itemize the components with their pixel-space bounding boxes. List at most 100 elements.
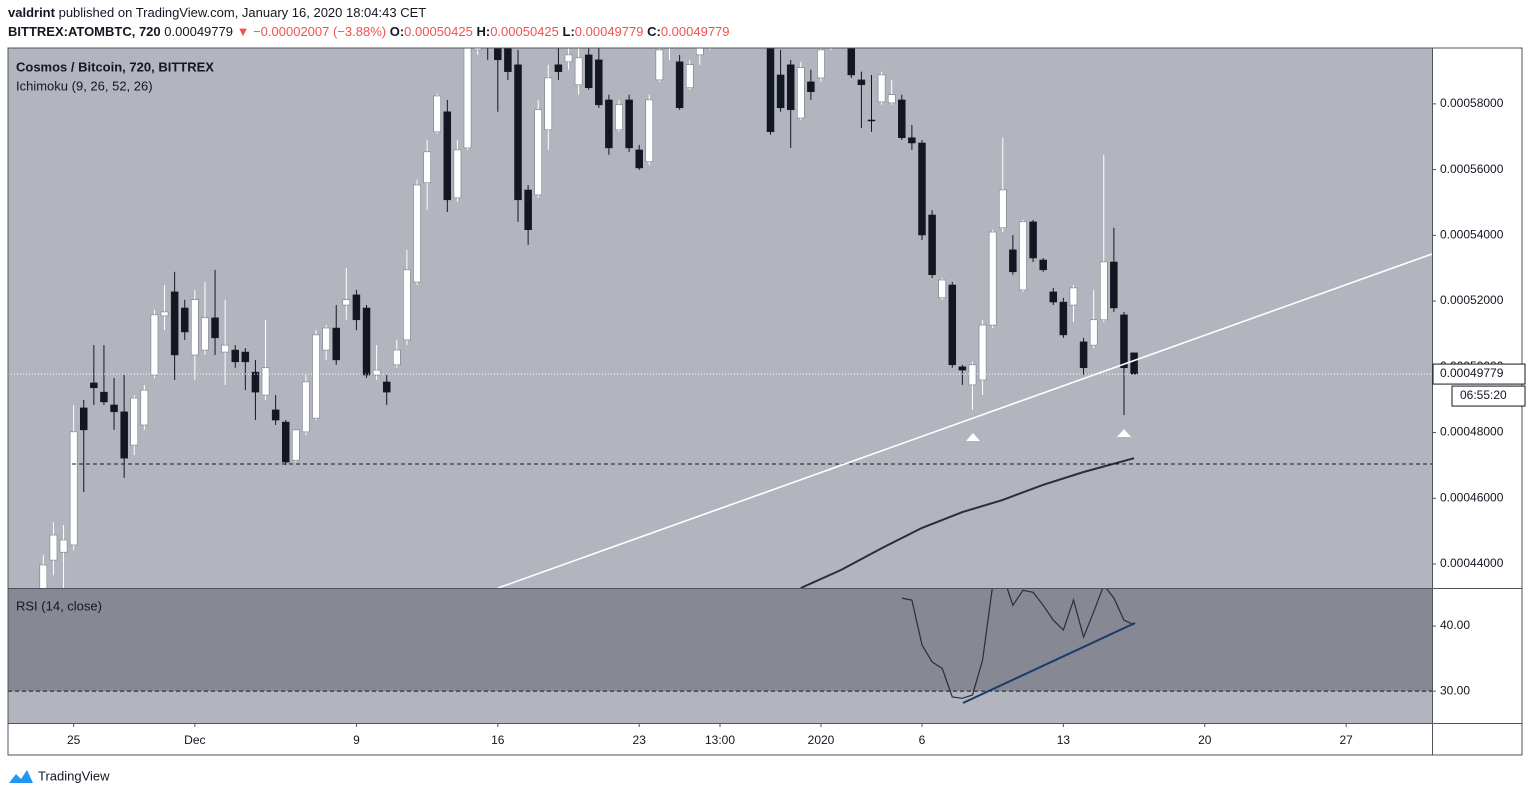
x-tick-label: 25 <box>67 733 81 747</box>
candle-body <box>180 307 189 333</box>
symbol: BITTREX:ATOMBTC, 720 <box>8 24 161 39</box>
candle-body <box>1069 287 1078 306</box>
candle-body <box>1110 261 1118 309</box>
x-tick-label: 2020 <box>808 733 835 747</box>
rsi-plot <box>901 589 1135 699</box>
candle-body <box>110 404 118 413</box>
candle-body <box>423 151 431 184</box>
candle-body <box>988 231 997 326</box>
candle-body <box>79 407 88 431</box>
change: −0.00002007 (−3.88%) <box>253 24 386 39</box>
candle-body <box>49 534 58 561</box>
x-tick-label: 13:00 <box>705 733 735 747</box>
candle-body <box>433 95 441 133</box>
candle-body <box>595 59 603 106</box>
candle-body <box>584 54 593 89</box>
candle-body <box>877 74 886 103</box>
candle-body <box>100 391 108 403</box>
candle-body <box>251 371 260 393</box>
candle-body <box>867 119 876 122</box>
x-tick-label: 20 <box>1198 733 1212 747</box>
candle-body <box>928 214 936 276</box>
candle-body <box>443 111 452 201</box>
arrow-marker <box>1117 429 1131 437</box>
candle-body <box>1039 259 1047 271</box>
close-label: C: <box>647 24 661 39</box>
price-pane <box>8 48 1432 588</box>
price-plot <box>8 48 1432 588</box>
logo-text: TradingView <box>38 768 110 783</box>
candle-body <box>302 381 310 433</box>
candle-body <box>786 64 795 111</box>
author: valdrint <box>8 5 56 20</box>
candle-body <box>766 48 775 133</box>
symbol-line: BITTREX:ATOMBTC, 720 0.00049779 ▼ −0.000… <box>8 24 730 39</box>
candle-body <box>1120 314 1128 369</box>
candle-body <box>999 189 1007 229</box>
x-tick-label: 27 <box>1339 733 1353 747</box>
candle-body <box>685 64 694 89</box>
candle-body <box>403 269 411 341</box>
arrow-marker <box>966 433 980 441</box>
candle-body <box>978 324 987 381</box>
candle-body <box>69 431 78 546</box>
y-tick-label: 0.00044000 <box>1440 556 1504 570</box>
x-tick-label: 9 <box>353 733 360 747</box>
trend-line <box>497 253 1433 589</box>
candle-body <box>615 104 623 131</box>
price-tag <box>1432 363 1526 385</box>
chart-title: Cosmos / Bitcoin, 720, BITTREX <box>16 59 214 74</box>
candle-body <box>645 99 654 162</box>
candle-body <box>413 184 421 283</box>
candle-body <box>857 79 866 86</box>
rsi-band-group <box>8 589 1432 692</box>
candle-body <box>524 189 532 231</box>
candle-body <box>241 351 250 363</box>
rsi-band <box>8 589 1432 692</box>
candle-body <box>534 109 542 196</box>
candle-body <box>342 299 351 306</box>
candle-body <box>322 327 330 351</box>
candle-body <box>847 48 856 76</box>
candle-body <box>352 294 361 321</box>
candle-body <box>504 48 512 72</box>
candle-body <box>675 61 684 109</box>
candle-body <box>191 299 199 356</box>
countdown-label: 06:55:20 <box>1460 388 1507 402</box>
candle-body <box>574 57 583 86</box>
candle-body <box>958 366 967 371</box>
candle-body <box>231 349 239 363</box>
low-label: L: <box>563 24 575 39</box>
publish-line: valdrint published on TradingView.com, J… <box>8 5 426 20</box>
candle-body <box>201 317 209 351</box>
x-tick-label: 6 <box>919 733 926 747</box>
candle-body <box>807 81 815 92</box>
x-tick-label: Dec <box>184 733 205 747</box>
candle-body <box>292 429 300 461</box>
candle-body <box>1100 261 1108 321</box>
candle-body <box>898 99 906 138</box>
candle-body <box>696 48 704 56</box>
candle-body <box>1089 319 1098 346</box>
open-label: O: <box>390 24 404 39</box>
open-value: 0.00050425 <box>404 24 473 39</box>
candle-body <box>211 317 219 339</box>
candle-body <box>39 564 48 588</box>
candle-body <box>1049 291 1058 303</box>
candle-body <box>494 48 502 61</box>
candle-body <box>130 397 138 446</box>
candle-body <box>817 49 825 79</box>
candle-body <box>918 142 926 236</box>
rsi-tick-label: 30.00 <box>1440 683 1470 697</box>
candle-body <box>281 421 290 463</box>
y-tick-label: 0.00046000 <box>1440 490 1504 504</box>
candle-body <box>1130 352 1138 375</box>
rsi-line <box>901 589 1135 699</box>
candle-body <box>120 411 128 459</box>
candle-body <box>382 381 391 393</box>
y-tick-label: 0.00052000 <box>1440 293 1504 307</box>
logo: TradingView <box>9 768 110 783</box>
x-tick-label: 16 <box>491 733 505 747</box>
candle-body <box>554 64 563 72</box>
